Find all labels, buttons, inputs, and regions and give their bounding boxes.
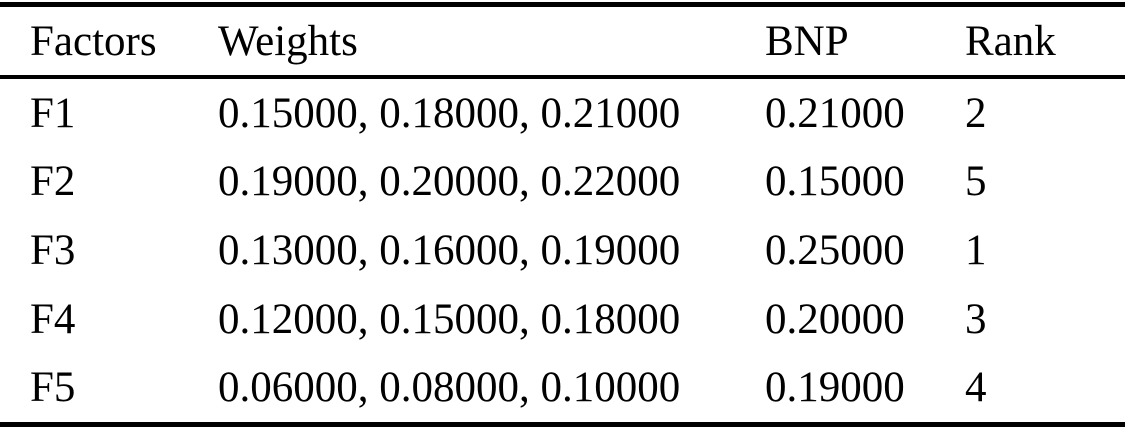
cell-bnp: 0.19000 <box>765 364 905 412</box>
cell-bnp: 0.15000 <box>765 158 905 206</box>
cell-weights: 0.15000, 0.18000, 0.21000 <box>218 89 681 137</box>
cell-factor: F2 <box>30 158 76 206</box>
cell-weights: 0.13000, 0.16000, 0.19000 <box>218 226 681 274</box>
table-header: Factors Weights BNP Rank <box>0 4 1125 79</box>
table-row: F1 0.15000, 0.18000, 0.21000 0.21000 2 <box>0 77 1125 148</box>
cell-factor: F5 <box>30 364 76 412</box>
cell-bnp: 0.20000 <box>765 295 905 343</box>
column-header-rank: Rank <box>965 4 1125 79</box>
cell-factor: F3 <box>30 226 76 274</box>
cell-rank: 4 <box>965 364 987 412</box>
column-header-factors: Factors <box>0 4 218 79</box>
cell-weights: 0.06000, 0.08000, 0.10000 <box>218 364 681 412</box>
table-row: F2 0.19000, 0.20000, 0.22000 0.15000 5 <box>0 148 1125 217</box>
table-body: F1 0.15000, 0.18000, 0.21000 0.21000 2 F… <box>0 77 1125 424</box>
table-row: F5 0.06000, 0.08000, 0.10000 0.19000 4 <box>0 353 1125 424</box>
column-header-weights: Weights <box>218 4 765 79</box>
table-row: F4 0.12000, 0.15000, 0.18000 0.20000 3 <box>0 285 1125 354</box>
cell-factor: F1 <box>30 89 76 137</box>
table-row: F3 0.13000, 0.16000, 0.19000 0.25000 1 <box>0 216 1125 285</box>
cell-bnp: 0.25000 <box>765 226 905 274</box>
cell-factor: F4 <box>30 295 76 343</box>
cell-rank: 3 <box>965 295 987 343</box>
factors-ranking-table: Factors Weights BNP Rank F1 0.15000, 0.1… <box>0 2 1125 427</box>
cell-rank: 1 <box>965 226 987 274</box>
cell-weights: 0.19000, 0.20000, 0.22000 <box>218 158 681 206</box>
column-header-bnp: BNP <box>765 4 965 79</box>
cell-rank: 5 <box>965 158 987 206</box>
cell-weights: 0.12000, 0.15000, 0.18000 <box>218 295 681 343</box>
header-row: Factors Weights BNP Rank <box>0 4 1125 79</box>
cell-rank: 2 <box>965 89 987 137</box>
cell-bnp: 0.21000 <box>765 89 905 137</box>
